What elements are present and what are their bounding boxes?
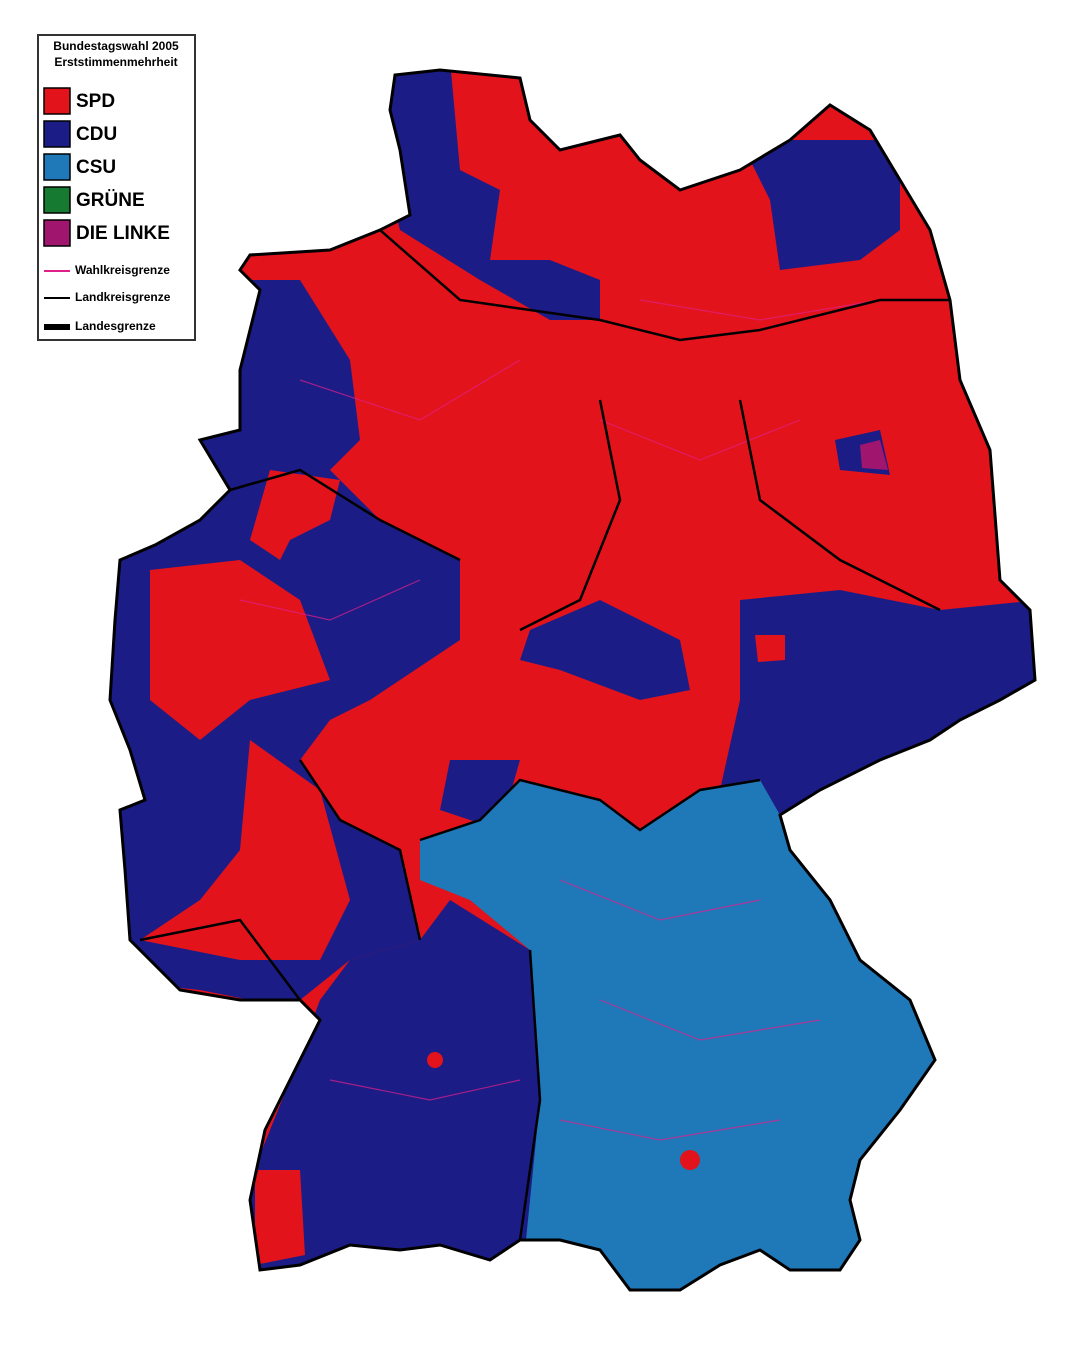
region [240, 900, 550, 1290]
region [720, 590, 1035, 820]
legend-title: Bundestagswahl 2005 [53, 39, 179, 53]
region [755, 635, 785, 662]
legend-swatch [43, 219, 71, 247]
region [140, 740, 350, 960]
region [680, 1150, 700, 1170]
legend-label: CDU [76, 124, 117, 145]
district-boundary [239, 299, 881, 1141]
region [255, 1170, 305, 1265]
legend-label: Landesgrenze [75, 319, 156, 333]
legend-swatch [43, 186, 71, 214]
legend-title: Erststimmenmehrheit [54, 55, 177, 69]
region [860, 440, 888, 470]
legend-swatch [43, 153, 71, 181]
legend-swatch [43, 87, 71, 115]
legend-label: Landkreisgrenze [75, 290, 171, 304]
state-boundary [139, 229, 950, 1241]
region [427, 1052, 443, 1068]
legend-label: SPD [76, 91, 115, 112]
region [520, 600, 690, 700]
legend-label: GRÜNE [76, 190, 145, 211]
region [380, 70, 600, 320]
legend-swatch [43, 120, 71, 148]
region [420, 780, 950, 1290]
legend-label: DIE LINKE [76, 223, 170, 244]
legend: SPD CDU CSU GRÜNE DIE LINKE Wahlkreisgrenze La… [43, 87, 171, 333]
region [150, 560, 330, 740]
region [740, 140, 900, 270]
legend-label: CSU [76, 157, 116, 178]
legend-label: Wahlkreisgrenze [75, 263, 170, 277]
region [250, 470, 340, 560]
